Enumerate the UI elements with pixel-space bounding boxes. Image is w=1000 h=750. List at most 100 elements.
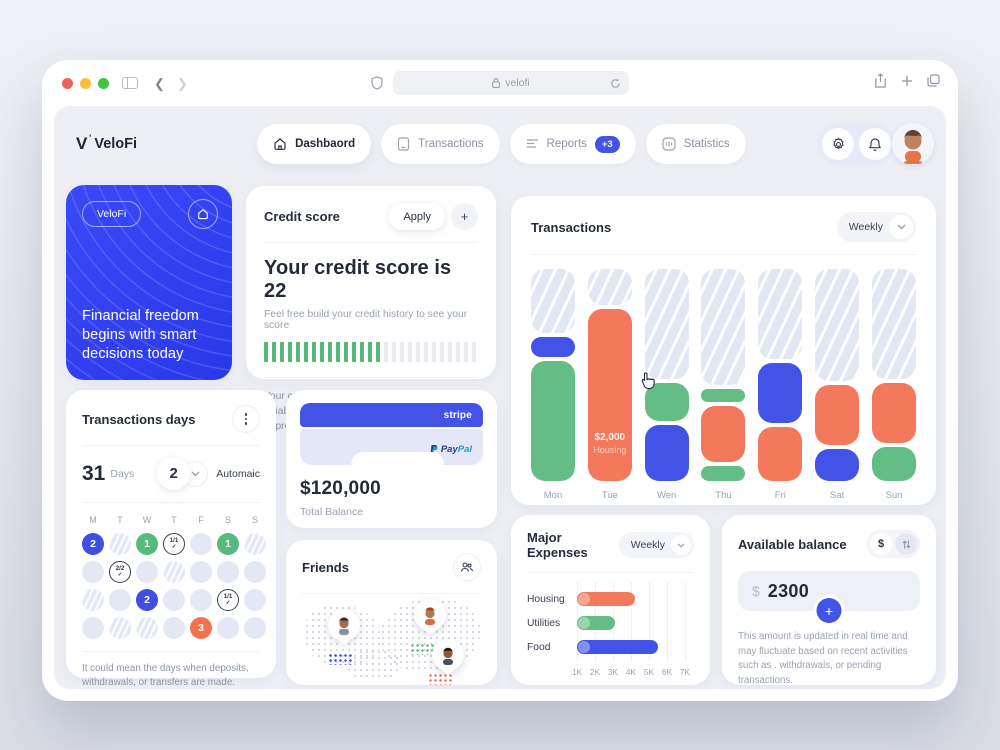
bar-segment-orange[interactable]: $2,000 Housing [587, 309, 632, 481]
calendar-day-plain[interactable] [82, 617, 104, 639]
apply-button[interactable]: Apply [389, 203, 445, 230]
expense-bar-utilities[interactable] [577, 616, 615, 630]
calendar-day-green[interactable]: 1 [136, 533, 158, 555]
bar-segment-blue[interactable] [531, 337, 575, 357]
friend-pin[interactable] [414, 599, 446, 631]
bar-segment-green[interactable] [871, 447, 916, 481]
back-button[interactable]: ❮ [154, 75, 165, 91]
bar-segment-orange[interactable] [815, 385, 860, 445]
sidebar-toggle-icon[interactable] [122, 77, 138, 89]
calendar-day-plain[interactable] [163, 617, 185, 639]
calendar-day-plain[interactable] [109, 589, 131, 611]
friend-pin[interactable] [328, 609, 360, 641]
calendar-day-plain[interactable] [217, 617, 239, 639]
bar-segment-green[interactable] [644, 383, 689, 421]
calendar-day-plain[interactable] [244, 561, 266, 583]
nav-tab-transactions[interactable]: Transactions [381, 124, 500, 164]
amount-input[interactable]: $ 2300 + [738, 571, 920, 623]
promo-home-button[interactable] [188, 199, 218, 229]
apply-plus-button[interactable]: + [451, 203, 478, 230]
notifications-button[interactable] [859, 128, 891, 160]
bar-segment-hatch[interactable] [701, 269, 746, 385]
calendar-day-outline[interactable]: 1/1 ✓ [217, 589, 239, 611]
settings-button[interactable] [822, 128, 854, 160]
calendar-day-plain[interactable] [136, 561, 158, 583]
bar-segment-hatch[interactable] [531, 269, 575, 333]
bar-segment-hatch[interactable] [644, 269, 689, 379]
calendar-day-outline[interactable]: 1/1 ✓ [163, 533, 185, 555]
add-amount-button[interactable]: + [816, 598, 842, 623]
chart-column-thu[interactable]: Thu [701, 269, 746, 501]
tabs-overview-icon[interactable] [927, 74, 940, 92]
maximize-window-button[interactable] [98, 77, 109, 89]
bar-segment-green[interactable] [531, 361, 575, 481]
chart-column-wen[interactable]: Wen [644, 269, 689, 501]
friend-pin[interactable] [432, 639, 464, 671]
calendar-day-plain[interactable] [190, 561, 212, 583]
friends-group-button[interactable] [453, 553, 481, 581]
share-icon[interactable] [874, 73, 887, 93]
chart-column-mon[interactable]: Mon [531, 269, 575, 501]
days-selector-value[interactable]: 2 [157, 457, 191, 490]
calendar-day-plain[interactable] [244, 589, 266, 611]
available-balance-title: Available balance [738, 536, 847, 552]
calendar-day-orange[interactable]: 3 [190, 617, 212, 639]
calendar-day-hatch[interactable] [163, 561, 185, 583]
calendar-day-blue[interactable]: 2 [136, 589, 158, 611]
address-bar[interactable]: velofi [393, 71, 629, 95]
bar-segment-orange[interactable] [701, 406, 746, 462]
sort-arrows-button[interactable] [895, 533, 917, 555]
calendar-day-plain[interactable] [217, 561, 239, 583]
more-options-button[interactable] [232, 405, 260, 433]
bar-cap [578, 641, 590, 653]
chart-column-tue[interactable]: $2,000 Housing Tue [587, 269, 632, 501]
chart-column-sat[interactable]: Sat [815, 269, 860, 501]
calendar-day-hatch[interactable] [109, 533, 131, 555]
promo-brand-tag[interactable]: VeloFi [82, 201, 142, 227]
calendar-day-plain[interactable] [190, 589, 212, 611]
calendar-day-outline[interactable]: 2/2 ✓ [109, 561, 131, 583]
calendar-day-hatch[interactable] [109, 617, 131, 639]
nav-tab-statistics[interactable]: Statistics [645, 124, 746, 164]
bar-segment-orange[interactable] [871, 383, 916, 443]
calendar-day-plain[interactable] [244, 617, 266, 639]
new-tab-icon[interactable] [901, 74, 913, 92]
chart-column-fri[interactable]: Fri [758, 269, 803, 501]
close-window-button[interactable] [62, 77, 73, 89]
privacy-shield-icon[interactable] [371, 76, 383, 90]
calendar-day-hatch[interactable] [82, 589, 104, 611]
expense-bar-housing[interactable] [577, 592, 635, 606]
nav-tab-dashboard[interactable]: Dashbaord [257, 124, 372, 164]
expenses-period-select[interactable]: Weekly [618, 532, 694, 558]
bar-segment-green[interactable] [701, 389, 746, 402]
refresh-icon[interactable] [610, 78, 621, 89]
expense-bar-food[interactable] [577, 640, 658, 654]
calendar-day-plain[interactable] [163, 589, 185, 611]
calendar-day-plain[interactable] [190, 533, 212, 555]
calendar-day-green[interactable]: 1 [217, 533, 239, 555]
currency-dollar-button[interactable]: $ [870, 533, 892, 555]
gridline [649, 583, 650, 661]
chart-column-sun[interactable]: Sun [871, 269, 916, 501]
calendar-day-blue[interactable]: 2 [82, 533, 104, 555]
paypal-provider-bar[interactable]: PayPal [300, 429, 483, 474]
calendar-day-hatch[interactable] [136, 617, 158, 639]
bar-segment-blue[interactable] [644, 425, 689, 481]
bar-segment-hatch[interactable] [871, 269, 916, 379]
bar-segment-green[interactable] [701, 466, 746, 481]
transactions-period-select[interactable]: Weekly [836, 212, 916, 242]
nav-tab-reports[interactable]: Reports +3 [509, 124, 636, 164]
minimize-window-button[interactable] [80, 77, 91, 89]
brand-logo[interactable]: V’ VeloFi [76, 133, 137, 154]
calendar-day-plain[interactable] [82, 561, 104, 583]
stripe-provider-bar[interactable]: stripe [300, 403, 483, 427]
bar-segment-hatch[interactable] [815, 269, 860, 381]
bar-segment-hatch[interactable] [758, 269, 803, 359]
bar-segment-blue[interactable] [815, 449, 860, 481]
bar-segment-hatch[interactable] [587, 269, 632, 305]
user-avatar[interactable] [892, 123, 934, 165]
bar-segment-orange[interactable] [758, 427, 803, 481]
bar-segment-blue[interactable] [758, 363, 803, 423]
calendar-day-hatch[interactable] [244, 533, 266, 555]
forward-button[interactable]: ❯ [176, 75, 188, 91]
